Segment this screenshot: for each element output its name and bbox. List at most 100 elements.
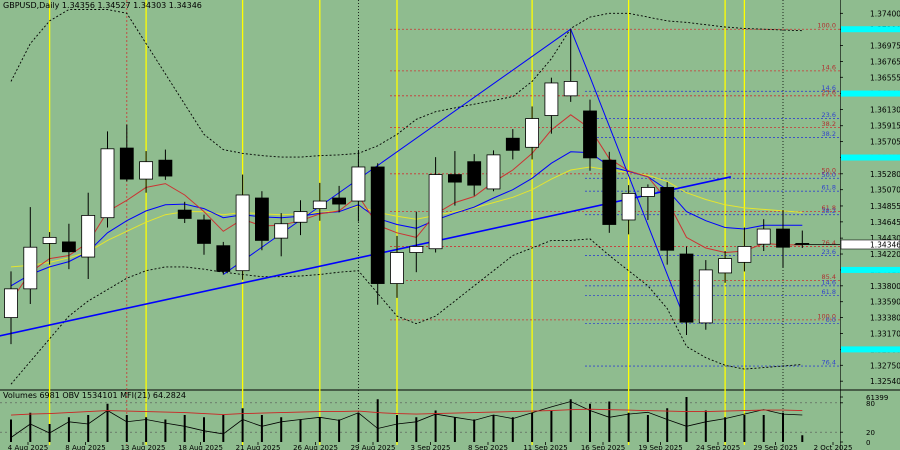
- date-label: 8 Sep 2025: [468, 444, 508, 450]
- fib-level-label: 100.0: [817, 22, 836, 30]
- moving-average-yellow: [10, 166, 803, 268]
- support-trendline: [0, 176, 732, 337]
- candle-bull: [293, 211, 308, 223]
- candle-bull: [139, 161, 154, 180]
- price-tick-label: 1.34645: [870, 218, 900, 227]
- candle-bull: [81, 215, 96, 258]
- price-tick-label: 1.34430: [870, 234, 900, 243]
- fib-level-label: 50.0: [822, 166, 836, 174]
- candle-bull: [621, 193, 636, 221]
- candle-bear: [467, 161, 482, 186]
- candle-bear: [602, 159, 617, 225]
- indicator-scale-label: 61399: [866, 394, 888, 402]
- candle-bull: [718, 258, 732, 274]
- date-label: 13 Aug 2025: [121, 444, 166, 450]
- date-label: 18 Aug 2025: [178, 444, 223, 450]
- date-label: 26 Aug 2025: [293, 444, 338, 450]
- date-label: 8 Aug 2025: [65, 444, 105, 450]
- candle-bear: [254, 197, 269, 241]
- current-price-label: 1.34346: [870, 240, 900, 249]
- date-label: 21 Aug 2025: [236, 444, 281, 450]
- fib-level-label: 100.0: [817, 312, 836, 320]
- price-tick-label: 1.33800: [870, 282, 900, 291]
- price-highlight-box: [841, 346, 900, 353]
- fib-level-label: 38.2: [822, 207, 836, 215]
- zigzag-line: [223, 28, 687, 324]
- candle-bull: [274, 223, 289, 239]
- fib-level-label: 14.6: [822, 278, 836, 286]
- fib-level-label: 14.6: [822, 84, 836, 92]
- indicator-scale-label: 80: [866, 400, 875, 408]
- fib-level-label: 76.4: [822, 239, 836, 247]
- candle-bull: [100, 148, 115, 219]
- candle-bull: [312, 200, 327, 210]
- price-tick-label: 1.33170: [870, 330, 900, 339]
- price-tick-label: 1.32540: [870, 377, 900, 386]
- indicator-scale-label: 0: [866, 439, 870, 447]
- fib-level-label: 85.4: [822, 273, 836, 281]
- candle-bear: [177, 209, 192, 219]
- candle-bear: [332, 197, 347, 205]
- candle-bear: [505, 137, 520, 151]
- price-tick-label: 1.35280: [870, 170, 900, 179]
- fib-level-label: 23.6: [822, 248, 836, 256]
- candle-bull: [428, 174, 443, 250]
- bollinger-upper: [10, 9, 803, 158]
- fib-level-label: 61.8: [822, 288, 836, 296]
- price-tick-label: 1.36130: [870, 105, 900, 114]
- fib-level-label: 23.6: [822, 111, 836, 119]
- candle-bear: [197, 219, 211, 244]
- current-price-box: [840, 239, 900, 250]
- candle-bull: [409, 246, 424, 253]
- price-highlight-box: [841, 26, 900, 33]
- fib-level-label: 76.4: [822, 359, 836, 367]
- candle-bear: [158, 159, 173, 177]
- candle-bull: [544, 82, 559, 116]
- price-tick-label: 1.35915: [870, 122, 900, 131]
- candle-bear: [370, 166, 385, 284]
- candle-bull: [563, 81, 578, 97]
- candle-bull: [351, 166, 366, 202]
- price-tick-label: 1.35705: [870, 138, 900, 147]
- price-tick-label: 1.33380: [870, 314, 900, 323]
- symbol-info: GBPUSD,Daily 1.34356 1.34527 1.34303 1.3…: [3, 1, 202, 10]
- candle-bear: [679, 253, 694, 323]
- date-label: 16 Sep 2025: [581, 444, 625, 450]
- date-label: 11 Sep 2025: [523, 444, 567, 450]
- obv-line: [10, 401, 803, 438]
- date-label: 4 Aug 2025: [8, 444, 48, 450]
- price-tick-label: 1.37400: [870, 9, 900, 18]
- candle-bear: [216, 245, 231, 272]
- candle-bull: [525, 118, 539, 148]
- date-label: 29 Aug 2025: [351, 444, 396, 450]
- date-label: 2 Oct 2025: [814, 444, 853, 450]
- candle-bear: [660, 187, 675, 251]
- candle-bull: [486, 154, 501, 190]
- candle-bear: [776, 228, 790, 248]
- mfi-line: [10, 408, 803, 416]
- candle-bull: [756, 228, 771, 245]
- fib-level-label: 14.6: [822, 63, 836, 71]
- price-plot-area: 100.014.614.623.623.638.238.250.050.061.…: [0, 9, 840, 385]
- price-tick-label: 1.35070: [870, 186, 900, 195]
- candle-bull: [737, 246, 752, 263]
- candle-bull: [235, 194, 250, 272]
- indicator-scale-label: 20: [866, 429, 875, 437]
- candle-bull: [390, 252, 404, 284]
- candle-bull: [23, 246, 38, 290]
- price-tick-label: 1.34220: [870, 250, 900, 259]
- candle-bull: [4, 288, 18, 319]
- candle-bear: [119, 147, 134, 180]
- fib-level-label: 61.8: [822, 204, 836, 212]
- price-highlight-box: [841, 266, 900, 273]
- price-tick-label: 1.33590: [870, 298, 900, 307]
- candle-bull: [641, 187, 655, 197]
- fib-level-label: 61.8: [822, 184, 836, 192]
- date-label: 19 Sep 2025: [638, 444, 682, 450]
- price-tick-label: 1.36975: [870, 41, 900, 50]
- date-label: 3 Sep 2025: [411, 444, 451, 450]
- fib-level-label: 38.2: [822, 130, 836, 138]
- fib-level-label: 38.2: [822, 120, 836, 128]
